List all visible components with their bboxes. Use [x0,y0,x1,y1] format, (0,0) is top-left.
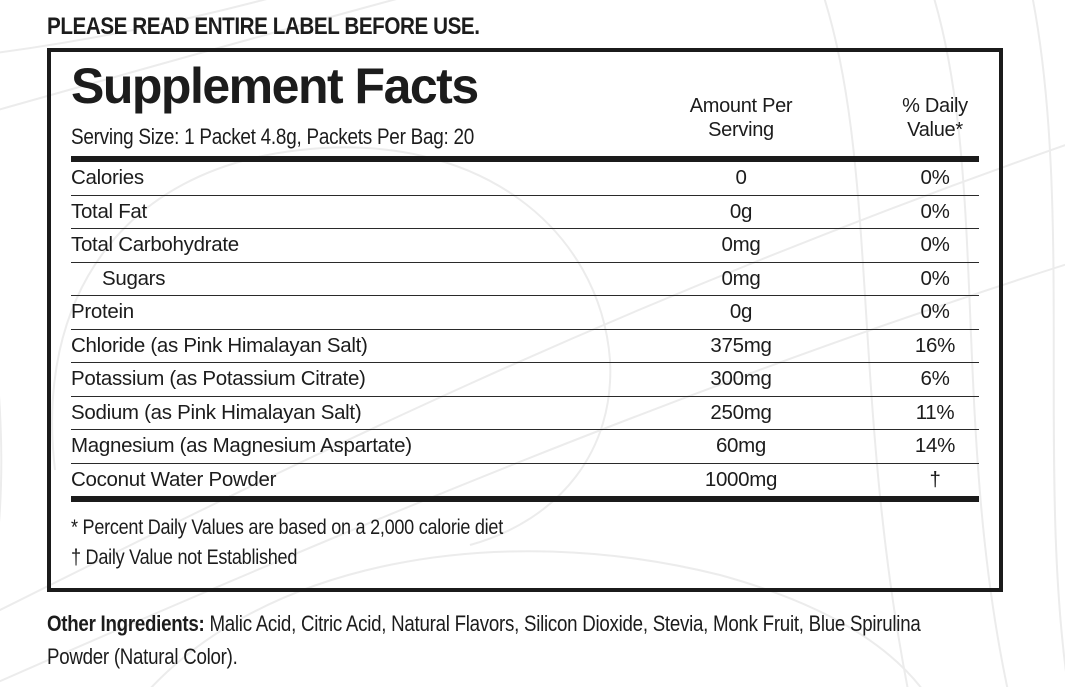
column-header-daily-value: % Daily Value* [902,95,968,141]
nutrient-amount: 1000mg [704,467,778,491]
nutrient-dv: 0% [920,233,950,256]
nutrient-name: Sodium (as Pink Himalayan Salt) [71,400,362,424]
table-row: Protein 0g 0% [71,296,979,330]
nutrient-dv: 16% [914,333,956,357]
dagger-footnote: † Daily Value not Established [71,546,298,569]
nutrient-dv: 6% [920,367,950,390]
table-row: Chloride (as Pink Himalayan Salt) 375mg … [71,330,979,363]
column-header-amount: Amount Per Serving [689,95,793,141]
nutrient-name: Protein [71,300,134,323]
nutrition-table: Calories 0 0% Total Fat 0g 0% Total Carb… [71,162,979,496]
nutrient-amount: 0mg [721,266,761,290]
nutrient-amount: 375mg [710,333,772,357]
nutrient-name: Potassium (as Potassium Citrate) [71,367,366,390]
table-row: Potassium (as Potassium Citrate) 300mg 6… [71,363,979,397]
nutrient-name: Total Fat [71,199,147,223]
thick-divider-bottom [71,496,979,502]
nutrient-name: Chloride (as Pink Himalayan Salt) [71,333,368,357]
thick-divider-top [71,156,979,162]
nutrient-amount: 250mg [710,400,772,424]
nutrient-amount: 300mg [710,367,772,390]
nutrient-dv: 0% [920,166,950,189]
nutrient-dv: 11% [915,400,955,424]
other-ingredients-text: Malic Acid, Citric Acid, Natural Flavors… [47,611,921,669]
table-row: Calories 0 0% [71,162,979,196]
supplement-facts-panel: Supplement Facts Serving Size: 1 Packet … [47,48,1003,592]
facts-header: Supplement Facts Serving Size: 1 Packet … [71,52,979,150]
nutrient-dv: 0% [920,266,950,290]
facts-header-left: Supplement Facts Serving Size: 1 Packet … [71,60,591,150]
nutrient-amount: 0g [729,300,753,323]
nutrient-dv: † [929,467,941,491]
serving-size-info: Serving Size: 1 Packet 4.8g, Packets Per… [71,124,475,149]
table-row: Total Carbohydrate 0mg 0% [71,229,979,263]
nutrient-name: Calories [71,166,144,189]
nutrient-name: Total Carbohydrate [71,233,239,256]
daily-value-footnote: * Percent Daily Values are based on a 2,… [71,516,503,539]
nutrient-dv: 0% [920,199,950,223]
nutrient-dv: 0% [920,300,950,323]
warning-text: PLEASE READ ENTIRE LABEL BEFORE USE. [47,13,480,40]
nutrient-amount: 60mg [715,434,767,457]
other-ingredients-label: Other Ingredients: [47,611,205,636]
table-row: Coconut Water Powder 1000mg † [71,464,979,497]
nutrient-dv: 14% [914,434,956,457]
table-row: Sodium (as Pink Himalayan Salt) 250mg 11… [71,397,979,430]
table-row: Total Fat 0g 0% [71,196,979,229]
nutrient-name: Magnesium (as Magnesium Aspartate) [71,434,412,457]
facts-title: Supplement Facts [71,58,479,114]
footnotes: * Percent Daily Values are based on a 2,… [71,502,979,588]
nutrient-amount: 0 [735,166,747,189]
table-row: Magnesium (as Magnesium Aspartate) 60mg … [71,430,979,464]
nutrient-amount: 0mg [721,233,761,256]
nutrient-name: Coconut Water Powder [71,467,277,491]
nutrient-amount: 0g [729,199,753,223]
nutrient-name: Sugars [102,266,166,290]
other-ingredients: Other Ingredients: Malic Acid, Citric Ac… [47,607,955,673]
table-row: Sugars 0mg 0% [71,263,979,296]
